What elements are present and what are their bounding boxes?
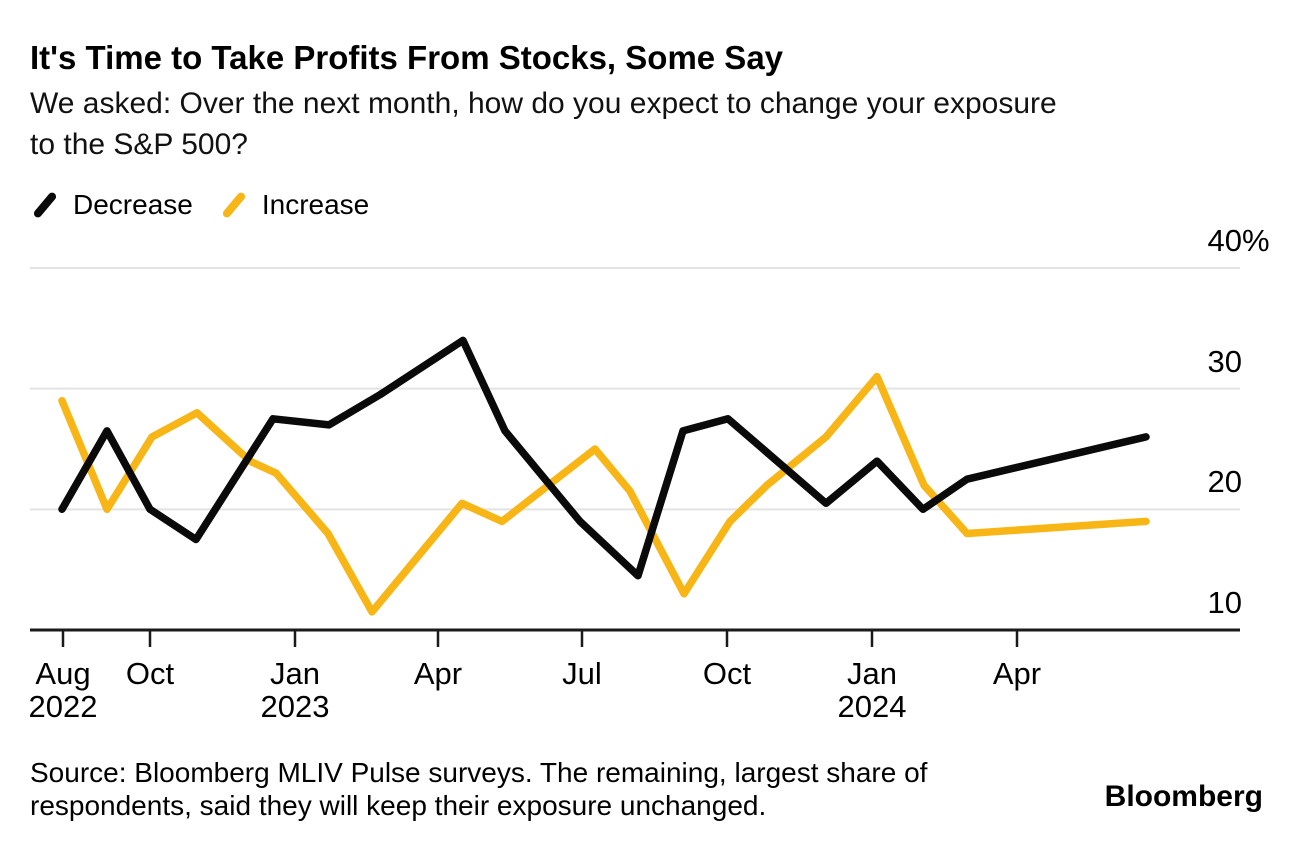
x-axis-label-month: Oct [125,656,175,691]
legend-label-decrease: Decrease [73,189,193,220]
source-line-2: respondents, said they will keep their e… [30,790,767,821]
x-axis-label-year: 2022 [28,689,98,724]
chart-title: It's Time to Take Profits From Stocks, S… [30,39,784,76]
legend-label-increase: Increase [261,189,370,220]
x-axis-label-month: Oct [702,656,752,691]
x-axis-label-month: Jul [562,656,602,691]
x-axis-label-year: 2024 [837,689,907,724]
y-axis-label-10: 10 [1207,585,1242,620]
y-axis-label-20: 20 [1207,464,1242,500]
y-axis-label-40: 40% [1207,223,1270,258]
x-axis-label-month: Jan [270,656,320,691]
x-axis-label-month: Jan [847,656,897,691]
legend-item-increase: Increase [219,189,369,221]
x-axis-label-month: Apr [413,656,463,691]
series-line-decrease [58,336,1150,580]
chart-subtitle-line-2: to the S&P 500? [30,128,248,161]
source-note: Source: Bloomberg MLIV Pulse surveys. Th… [30,756,927,822]
source-line-1: Source: Bloomberg MLIV Pulse surveys. Th… [30,757,928,788]
x-axis-label-year: 2023 [260,689,330,724]
legend: Decrease Increase [30,188,369,222]
x-axis-label-month: Apr [992,656,1042,691]
legend-item-decrease: Decrease [30,189,193,221]
bloomberg-logo: Bloomberg [1104,780,1263,813]
y-axis-label-30: 30 [1207,343,1242,379]
chart-subtitle: We asked: Over the next month, how do yo… [30,83,1057,165]
x-axis-label-month: Aug [35,656,91,691]
chart-subtitle-line-1: We asked: Over the next month, how do yo… [30,87,1057,120]
